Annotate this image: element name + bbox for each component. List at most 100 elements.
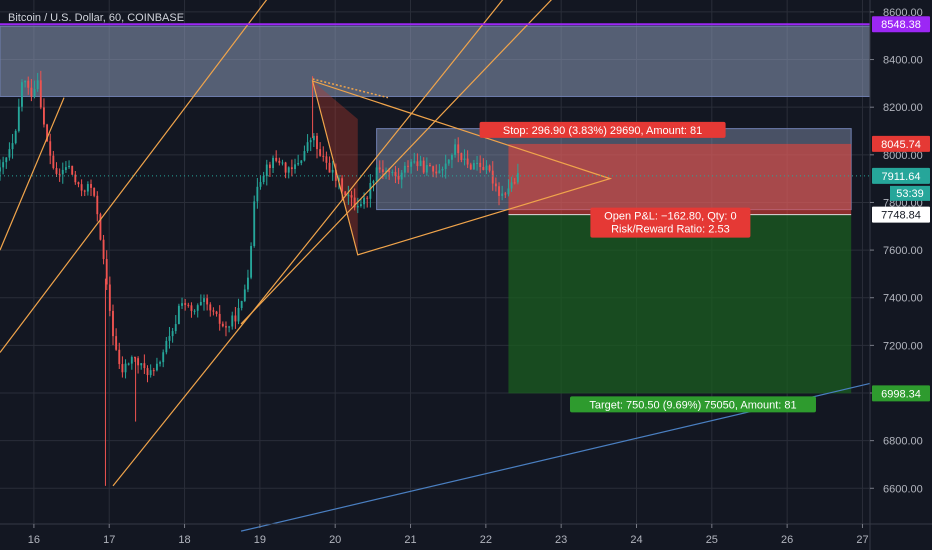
candle[interactable] xyxy=(290,159,293,177)
candle[interactable] xyxy=(347,185,350,205)
candle[interactable] xyxy=(64,161,67,173)
candle[interactable] xyxy=(366,195,369,208)
candle[interactable] xyxy=(187,302,190,308)
candle[interactable] xyxy=(36,72,39,92)
candle[interactable] xyxy=(494,177,497,192)
candle[interactable] xyxy=(309,137,312,152)
candle[interactable] xyxy=(451,153,453,169)
candle[interactable] xyxy=(58,168,61,182)
candle[interactable] xyxy=(33,80,36,99)
candle[interactable] xyxy=(231,311,234,330)
candle[interactable] xyxy=(507,179,510,197)
candle[interactable] xyxy=(55,162,58,177)
candle[interactable] xyxy=(454,138,457,158)
stop-label[interactable]: Stop: 296.90 (3.83%) 29690, Amount: 81 xyxy=(479,121,726,138)
candle[interactable] xyxy=(83,189,86,197)
candle[interactable] xyxy=(432,165,435,178)
candle[interactable] xyxy=(42,98,45,128)
candle[interactable] xyxy=(8,142,11,161)
candle[interactable] xyxy=(247,269,249,293)
candle[interactable] xyxy=(504,191,507,199)
candle[interactable] xyxy=(356,197,359,214)
candle[interactable] xyxy=(369,174,372,208)
candle[interactable] xyxy=(460,152,463,163)
candle[interactable] xyxy=(416,153,419,171)
candle[interactable] xyxy=(193,309,196,315)
current-price-tag[interactable]: 7911.64 xyxy=(872,167,930,184)
candle[interactable] xyxy=(52,150,55,170)
candle[interactable] xyxy=(403,162,406,178)
candle[interactable] xyxy=(488,164,491,173)
candle[interactable] xyxy=(149,364,152,378)
candle[interactable] xyxy=(225,321,227,337)
resistance-zone[interactable] xyxy=(0,25,871,97)
stop-price-tag[interactable]: 8045.74 xyxy=(872,135,930,152)
candle[interactable] xyxy=(209,302,212,317)
candle[interactable] xyxy=(243,284,246,303)
candle[interactable] xyxy=(218,305,221,331)
candle[interactable] xyxy=(27,76,30,95)
candle[interactable] xyxy=(155,357,158,372)
candle[interactable] xyxy=(498,182,500,206)
target-price-tag[interactable]: 6998.34 xyxy=(872,385,930,402)
candle[interactable] xyxy=(312,133,315,148)
trend-line-1[interactable] xyxy=(0,97,65,251)
candle[interactable] xyxy=(80,179,83,197)
candle[interactable] xyxy=(68,160,70,169)
triangle-pattern[interactable] xyxy=(311,80,613,256)
candle[interactable] xyxy=(61,162,64,184)
candle[interactable] xyxy=(316,132,318,159)
candle[interactable] xyxy=(152,367,155,376)
candle[interactable] xyxy=(14,129,17,145)
candle[interactable] xyxy=(221,321,224,328)
candle[interactable] xyxy=(168,326,171,349)
candle[interactable] xyxy=(485,160,488,175)
candle[interactable] xyxy=(469,162,472,170)
candle[interactable] xyxy=(287,166,290,179)
candle[interactable] xyxy=(190,302,193,318)
candle[interactable] xyxy=(177,303,180,325)
candle[interactable] xyxy=(394,165,397,184)
candle[interactable] xyxy=(482,158,485,171)
candles-layer[interactable] xyxy=(0,70,519,486)
candle[interactable] xyxy=(99,212,102,241)
candle[interactable] xyxy=(438,164,441,174)
candle[interactable] xyxy=(306,134,309,153)
candle[interactable] xyxy=(143,354,146,375)
candle[interactable] xyxy=(134,356,136,362)
candle[interactable] xyxy=(159,360,162,367)
candle[interactable] xyxy=(181,297,183,310)
candle[interactable] xyxy=(118,342,121,369)
candle[interactable] xyxy=(121,356,124,378)
candle[interactable] xyxy=(425,157,428,176)
candle[interactable] xyxy=(256,177,259,209)
candle[interactable] xyxy=(5,157,8,169)
trend-line-3[interactable] xyxy=(112,0,524,487)
candle[interactable] xyxy=(325,151,328,170)
candle[interactable] xyxy=(30,78,33,102)
candle[interactable] xyxy=(476,155,478,171)
candle[interactable] xyxy=(510,176,513,192)
candle[interactable] xyxy=(137,356,140,374)
candle[interactable] xyxy=(215,310,218,317)
candle[interactable] xyxy=(199,294,202,306)
candle[interactable] xyxy=(359,198,362,208)
candle[interactable] xyxy=(353,188,356,211)
candle[interactable] xyxy=(86,181,89,196)
candle[interactable] xyxy=(447,159,450,166)
candle[interactable] xyxy=(124,359,127,379)
resistance-price-tag[interactable]: 8548.38 xyxy=(872,16,930,33)
candle[interactable] xyxy=(378,160,381,173)
candle[interactable] xyxy=(410,159,413,174)
candle[interactable] xyxy=(17,98,20,133)
candle[interactable] xyxy=(77,181,80,188)
candle[interactable] xyxy=(513,178,516,185)
candle[interactable] xyxy=(212,307,215,316)
candle[interactable] xyxy=(90,179,92,197)
candle[interactable] xyxy=(319,142,322,157)
candle[interactable] xyxy=(407,160,409,173)
candle[interactable] xyxy=(294,158,296,174)
candle[interactable] xyxy=(262,171,265,185)
candle[interactable] xyxy=(196,303,199,318)
candle[interactable] xyxy=(105,250,108,290)
